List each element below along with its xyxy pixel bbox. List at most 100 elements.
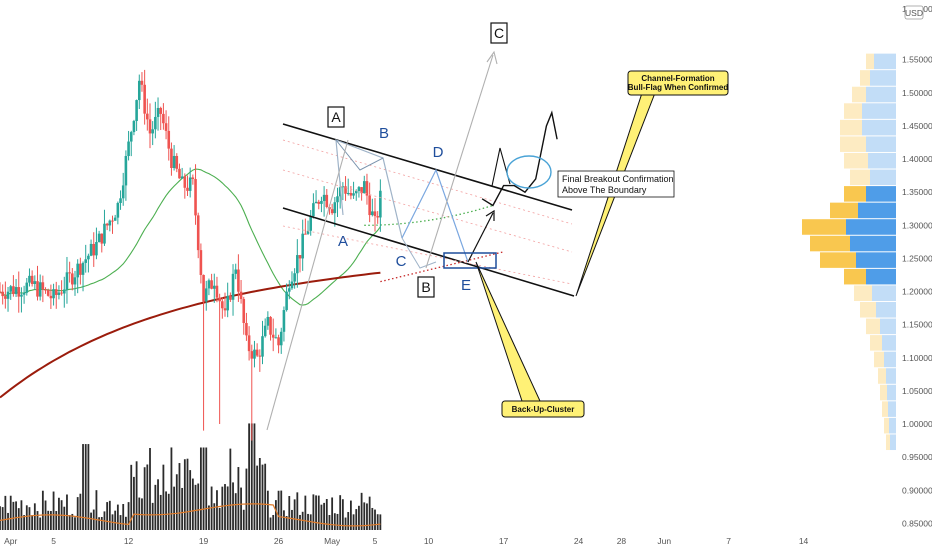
profile-sell-bar: [810, 235, 850, 252]
profile-buy-bar: [880, 318, 896, 335]
volume-bar: [15, 501, 17, 530]
candle-body: [105, 223, 109, 226]
candle-body: [22, 292, 26, 295]
candle-body: [312, 203, 315, 217]
y-tick-label: 0.850000: [902, 518, 932, 528]
candle-body: [30, 275, 34, 285]
volume-bar: [47, 510, 50, 530]
volume-bar: [229, 448, 232, 530]
volume-bar: [283, 510, 285, 530]
volume-bar: [170, 447, 173, 530]
volume-bar: [31, 515, 34, 530]
profile-buy-bar: [866, 86, 896, 103]
volume-bar: [100, 516, 103, 530]
candle-body: [44, 289, 47, 291]
candle-body: [170, 148, 173, 168]
profile-buy-bar: [870, 169, 896, 186]
candle-body: [250, 351, 254, 359]
candle-body: [271, 334, 275, 338]
y-tick-label: 1.250000: [902, 253, 932, 263]
volume-bar: [183, 459, 186, 530]
candle-body: [140, 80, 144, 85]
volume-bar: [149, 448, 151, 530]
drawings[interactable]: [266, 50, 656, 431]
candle-body: [17, 287, 21, 297]
profile-sell-bar: [830, 202, 858, 219]
profile-buy-bar: [887, 384, 896, 401]
candle-body: [239, 291, 243, 300]
candle-body: [207, 280, 211, 289]
volume-bar: [242, 509, 245, 530]
candle-body: [309, 216, 313, 231]
x-tick-label: 14: [799, 536, 809, 546]
candle-body: [121, 185, 125, 199]
profile-buy-bar: [850, 235, 896, 252]
x-tick-label: 28: [617, 536, 627, 546]
profile-buy-bar: [890, 434, 896, 451]
volume-histogram: [0, 423, 382, 530]
projection-zigzag: [401, 168, 469, 263]
profile-sell-bar: [802, 219, 846, 235]
volume-bar: [20, 500, 23, 530]
target-c-line: [425, 54, 494, 269]
candle-body: [127, 141, 130, 157]
candle-body: [33, 281, 37, 285]
breakout-arrowhead: [485, 209, 495, 221]
candle-body: [373, 211, 377, 217]
volume-bar: [277, 490, 280, 530]
boxed-label-frame: [417, 276, 435, 298]
candle-body: [346, 192, 350, 194]
profile-buy-bar: [866, 136, 896, 152]
volume-bar: [68, 515, 71, 530]
volume-bar: [146, 464, 149, 530]
candles: [0, 69, 382, 441]
volume-bar: [108, 500, 111, 530]
candle-body: [164, 123, 168, 131]
volume-bar: [250, 423, 253, 530]
volume-bar: [355, 509, 358, 530]
candle-body: [234, 269, 238, 274]
volume-bar: [90, 512, 92, 530]
volume-bar: [162, 464, 165, 530]
volume-bar: [221, 486, 224, 530]
volume-bar: [157, 479, 159, 530]
candle-body: [87, 255, 90, 260]
volume-bar: [216, 490, 218, 530]
candle-body: [46, 290, 50, 296]
volume-bar: [186, 458, 189, 530]
volume-bar: [366, 503, 368, 530]
volume-bar: [71, 513, 74, 530]
callout-box-top: [627, 70, 729, 96]
candle-body: [167, 130, 171, 149]
candle-body: [148, 119, 152, 134]
channel-mid-line: [282, 169, 573, 253]
volume-bar: [341, 499, 344, 530]
y-tick-label: 1.400000: [902, 154, 932, 164]
volume-bar: [253, 423, 256, 530]
candle-body: [352, 193, 355, 196]
ma-slow-projection: [380, 251, 504, 283]
candle-body: [38, 282, 42, 297]
wave-label-b: B: [379, 125, 389, 142]
candle-body: [258, 355, 262, 357]
volume-bar: [0, 506, 1, 530]
candle-body: [129, 132, 133, 142]
candle-body: [317, 201, 321, 204]
candle-body: [344, 186, 347, 194]
candle-body: [54, 289, 58, 295]
profile-buy-bar: [874, 53, 896, 70]
channel-mid-line: [282, 139, 573, 225]
x-tick-label: 17: [499, 536, 509, 546]
volume-bar: [285, 516, 288, 530]
volume-bar: [9, 495, 12, 530]
volume-bar: [240, 487, 242, 530]
candle-body: [175, 155, 179, 169]
impulse-line: [266, 139, 349, 431]
volume-bar: [181, 487, 184, 530]
volume-bar: [226, 486, 229, 530]
candle-body: [6, 291, 10, 299]
candle-body: [135, 100, 138, 122]
